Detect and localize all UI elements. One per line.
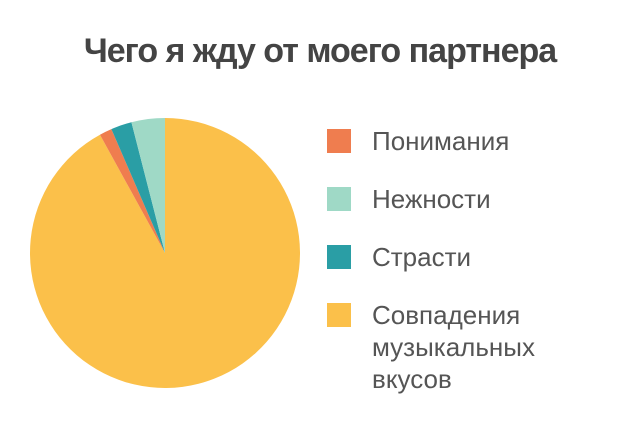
legend-label: Страсти (372, 242, 471, 272)
legend-swatch (327, 129, 351, 153)
legend-label: Совпадения музыкальных вкусов (372, 300, 535, 394)
legend-label: Нежности (372, 184, 491, 214)
pie-slice (131, 118, 165, 253)
legend-label: Понимания (372, 126, 509, 156)
legend-swatch (327, 187, 351, 211)
pie-slice (111, 122, 165, 253)
pie-slice (99, 129, 165, 253)
legend-swatch (327, 245, 351, 269)
legend-swatch (327, 303, 351, 327)
chart-title: Чего я жду от моего партнера (84, 32, 558, 70)
pie-slice (29, 118, 300, 389)
